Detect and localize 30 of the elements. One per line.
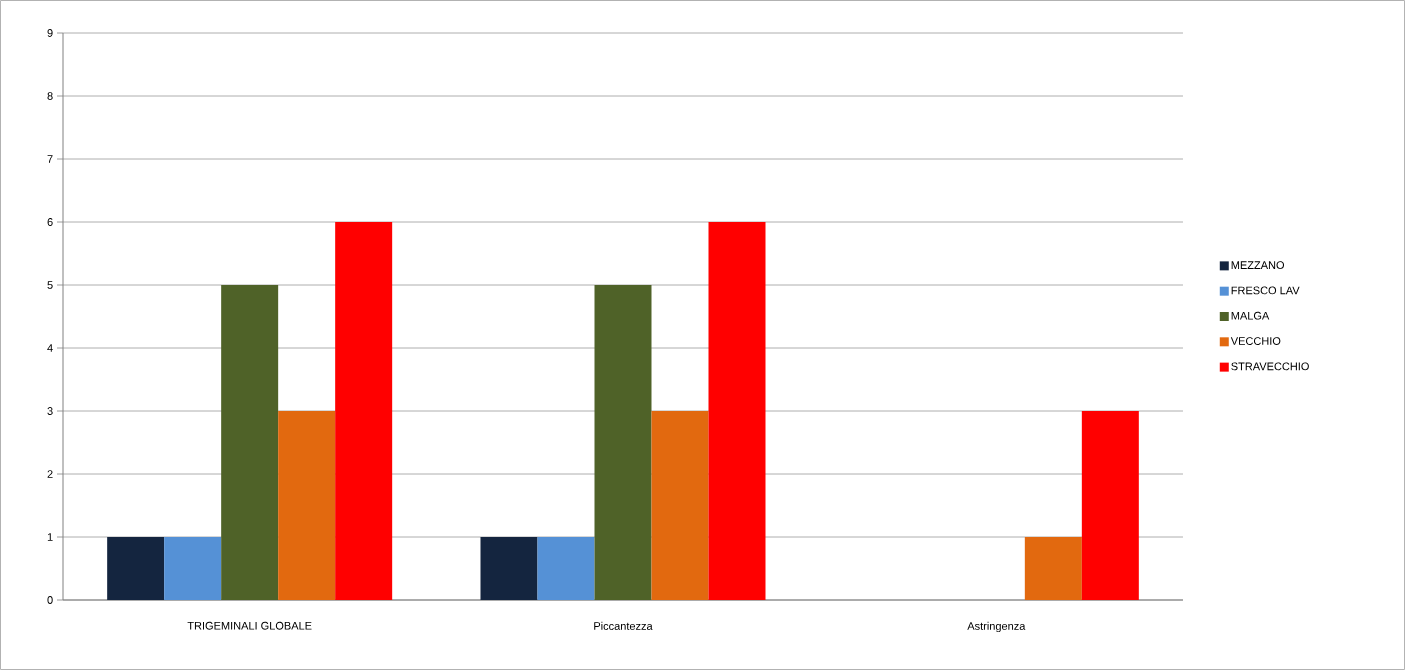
bar	[164, 537, 222, 600]
bar	[107, 537, 165, 600]
legend-label: VECCHIO	[1230, 337, 1281, 345]
legend-label: STRAVECCHIO	[1231, 362, 1309, 371]
bar	[480, 537, 538, 600]
legend-label: MALGA	[1231, 311, 1270, 320]
y-tick-label: 2	[47, 470, 53, 478]
y-tick-label: 9	[47, 29, 53, 37]
y-tick-label: 3	[47, 407, 53, 415]
bar	[278, 411, 336, 600]
y-tick-label: 0	[47, 596, 53, 604]
bar	[708, 222, 766, 600]
bar	[221, 285, 279, 600]
y-tick-label: 6	[47, 218, 53, 226]
bar	[1024, 537, 1082, 600]
bar	[335, 222, 393, 600]
bar	[1081, 411, 1139, 600]
x-tick-label: Piccantezza	[594, 621, 653, 630]
bar	[537, 537, 595, 600]
x-tick-label: TRIGEMINALI GLOBALE	[187, 621, 312, 630]
x-tick-label: Astringenza	[967, 621, 1026, 633]
y-tick-label: 5	[47, 281, 53, 289]
legend-label: MEZZANO	[1231, 261, 1285, 269]
y-tick-label: 8	[47, 92, 53, 100]
bar	[594, 285, 652, 600]
y-tick-label: 1	[47, 533, 53, 541]
legend-label: FRESCO LAV	[1231, 286, 1300, 295]
y-tick-label: 7	[47, 155, 53, 163]
y-tick-label: 4	[47, 344, 53, 352]
bar	[651, 411, 709, 600]
